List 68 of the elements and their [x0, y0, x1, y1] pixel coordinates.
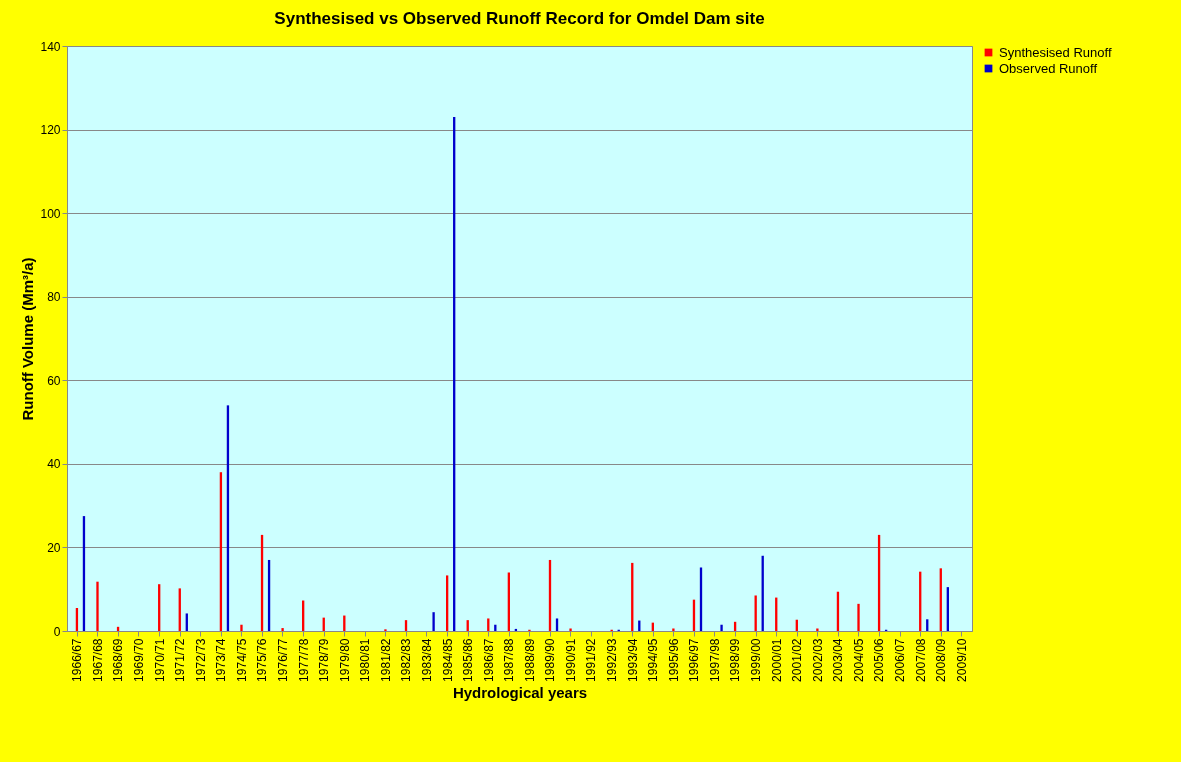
- x-tick-label: 1969/70: [131, 638, 146, 682]
- x-tick-label: 1966/67: [70, 638, 85, 682]
- x-tick-label: 1996/97: [687, 638, 702, 682]
- y-tick-label: 140: [40, 39, 61, 54]
- x-tick-label: 1977/78: [296, 638, 311, 682]
- legend-label: Observed Runoff: [999, 60, 1098, 76]
- x-tick-label: 1997/98: [707, 638, 722, 682]
- x-tick-label: 1980/81: [358, 638, 373, 682]
- x-tick-label: 1987/88: [502, 638, 517, 682]
- x-tick-label: 2005/06: [872, 638, 887, 682]
- x-tick-label: 1970/71: [152, 638, 167, 682]
- x-tick-label: 1999/00: [749, 638, 764, 682]
- bar: [569, 628, 572, 631]
- x-tick-label: 1988/89: [522, 638, 537, 682]
- x-tick-label: 1973/74: [214, 638, 229, 682]
- chart-title: Synthesised vs Observed Runoff Record for Omdel Dam site: [274, 9, 765, 28]
- x-tick-label: 1986/87: [481, 638, 496, 682]
- x-tick-label: 2009/10: [954, 638, 969, 682]
- x-tick-label: 1984/85: [440, 638, 455, 682]
- bar: [240, 624, 243, 631]
- x-tick-label: 2002/03: [810, 638, 825, 682]
- bar: [672, 628, 675, 631]
- y-tick-label: 40: [47, 457, 61, 472]
- x-axis-title: Hydrological years: [452, 683, 588, 701]
- x-tick-label: 1968/69: [111, 638, 126, 682]
- bar: [281, 628, 284, 631]
- x-tick-label: 1995/96: [666, 638, 681, 682]
- y-axis-title: Runoff Volume (Mm³/a): [19, 257, 37, 421]
- y-tick-label: 0: [53, 624, 61, 639]
- bar: [555, 618, 559, 631]
- x-tick-label: 1979/80: [337, 638, 352, 682]
- x-tick-label: 1990/91: [563, 638, 578, 682]
- y-tick-label: 120: [40, 123, 61, 138]
- x-tick-label: 1975/76: [255, 638, 270, 682]
- y-tick-label: 80: [47, 290, 61, 305]
- y-tick-label: 20: [47, 540, 61, 555]
- x-tick-label: 1994/95: [646, 638, 661, 682]
- bar: [96, 581, 99, 631]
- x-tick-label: 2003/04: [831, 638, 846, 682]
- bar: [487, 618, 490, 631]
- x-tick-label: 2007/08: [913, 638, 928, 682]
- x-tick-label: 1971/72: [173, 638, 188, 682]
- x-tick-label: 1982/83: [399, 638, 414, 682]
- x-tick-label: 2000/01: [769, 638, 784, 682]
- y-tick-label: 100: [40, 206, 61, 221]
- x-tick-label: 1967/68: [90, 638, 105, 682]
- bar: [816, 628, 819, 631]
- x-tick-label: 1992/93: [605, 638, 620, 682]
- x-tick-label: 2008/09: [934, 638, 949, 682]
- x-tick-label: 2006/07: [893, 638, 908, 682]
- x-tick-label: 1972/73: [193, 638, 208, 682]
- x-tick-label: 1991/92: [584, 638, 599, 682]
- x-tick-label: 1983/84: [419, 638, 434, 682]
- x-tick-label: 1998/99: [728, 638, 743, 682]
- x-tick-label: 1993/94: [625, 638, 640, 682]
- bar: [857, 603, 860, 631]
- x-tick-label: 1978/79: [317, 638, 332, 682]
- x-tick-label: 1974/75: [234, 638, 249, 682]
- x-tick-label: 1985/86: [461, 638, 476, 682]
- legend-label: Synthesised Runoff: [999, 44, 1112, 60]
- x-tick-label: 1989/90: [543, 638, 558, 682]
- x-tick-label: 2001/02: [790, 638, 805, 682]
- y-tick-label: 60: [47, 373, 61, 388]
- x-tick-label: 1981/82: [378, 638, 393, 682]
- bar: [432, 612, 435, 631]
- x-tick-label: 1976/77: [275, 638, 290, 682]
- x-tick-label: 2004/05: [851, 638, 866, 682]
- bar: [720, 624, 723, 631]
